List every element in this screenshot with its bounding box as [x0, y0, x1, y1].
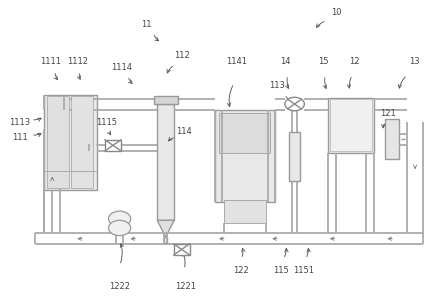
- Text: 1151: 1151: [293, 266, 314, 275]
- Text: 111: 111: [12, 133, 28, 142]
- Text: 1222: 1222: [109, 282, 130, 291]
- Bar: [157, 104, 174, 220]
- Bar: [224, 200, 266, 223]
- Bar: [70, 96, 93, 188]
- Text: 122: 122: [233, 266, 249, 275]
- Bar: [385, 119, 399, 159]
- Bar: [44, 95, 97, 190]
- Text: 11: 11: [141, 20, 152, 29]
- Text: 113: 113: [269, 81, 285, 90]
- Text: 1114: 1114: [111, 63, 132, 72]
- Text: 1221: 1221: [175, 282, 197, 291]
- Text: 12: 12: [349, 57, 360, 66]
- Text: 1115: 1115: [96, 118, 117, 127]
- Circle shape: [109, 220, 131, 236]
- Polygon shape: [157, 220, 174, 237]
- Text: 14: 14: [280, 57, 291, 66]
- Bar: [289, 132, 300, 181]
- Text: 1112: 1112: [67, 57, 88, 66]
- Bar: [215, 110, 275, 202]
- Text: 10: 10: [331, 8, 342, 17]
- Bar: [219, 113, 270, 153]
- Text: 13: 13: [409, 57, 420, 66]
- Text: 121: 121: [380, 109, 396, 118]
- Text: 115: 115: [273, 266, 289, 275]
- Text: 1141: 1141: [226, 57, 248, 66]
- Bar: [154, 96, 178, 104]
- Bar: [330, 99, 372, 151]
- Bar: [328, 98, 374, 153]
- Circle shape: [109, 211, 131, 226]
- Bar: [174, 244, 190, 255]
- Bar: [47, 96, 69, 188]
- Text: 114: 114: [176, 127, 192, 136]
- Circle shape: [285, 97, 304, 111]
- Text: 112: 112: [174, 50, 190, 60]
- Text: 1111: 1111: [40, 57, 62, 66]
- Text: 1113: 1113: [9, 118, 31, 127]
- Text: 15: 15: [318, 57, 329, 66]
- Bar: [105, 140, 121, 151]
